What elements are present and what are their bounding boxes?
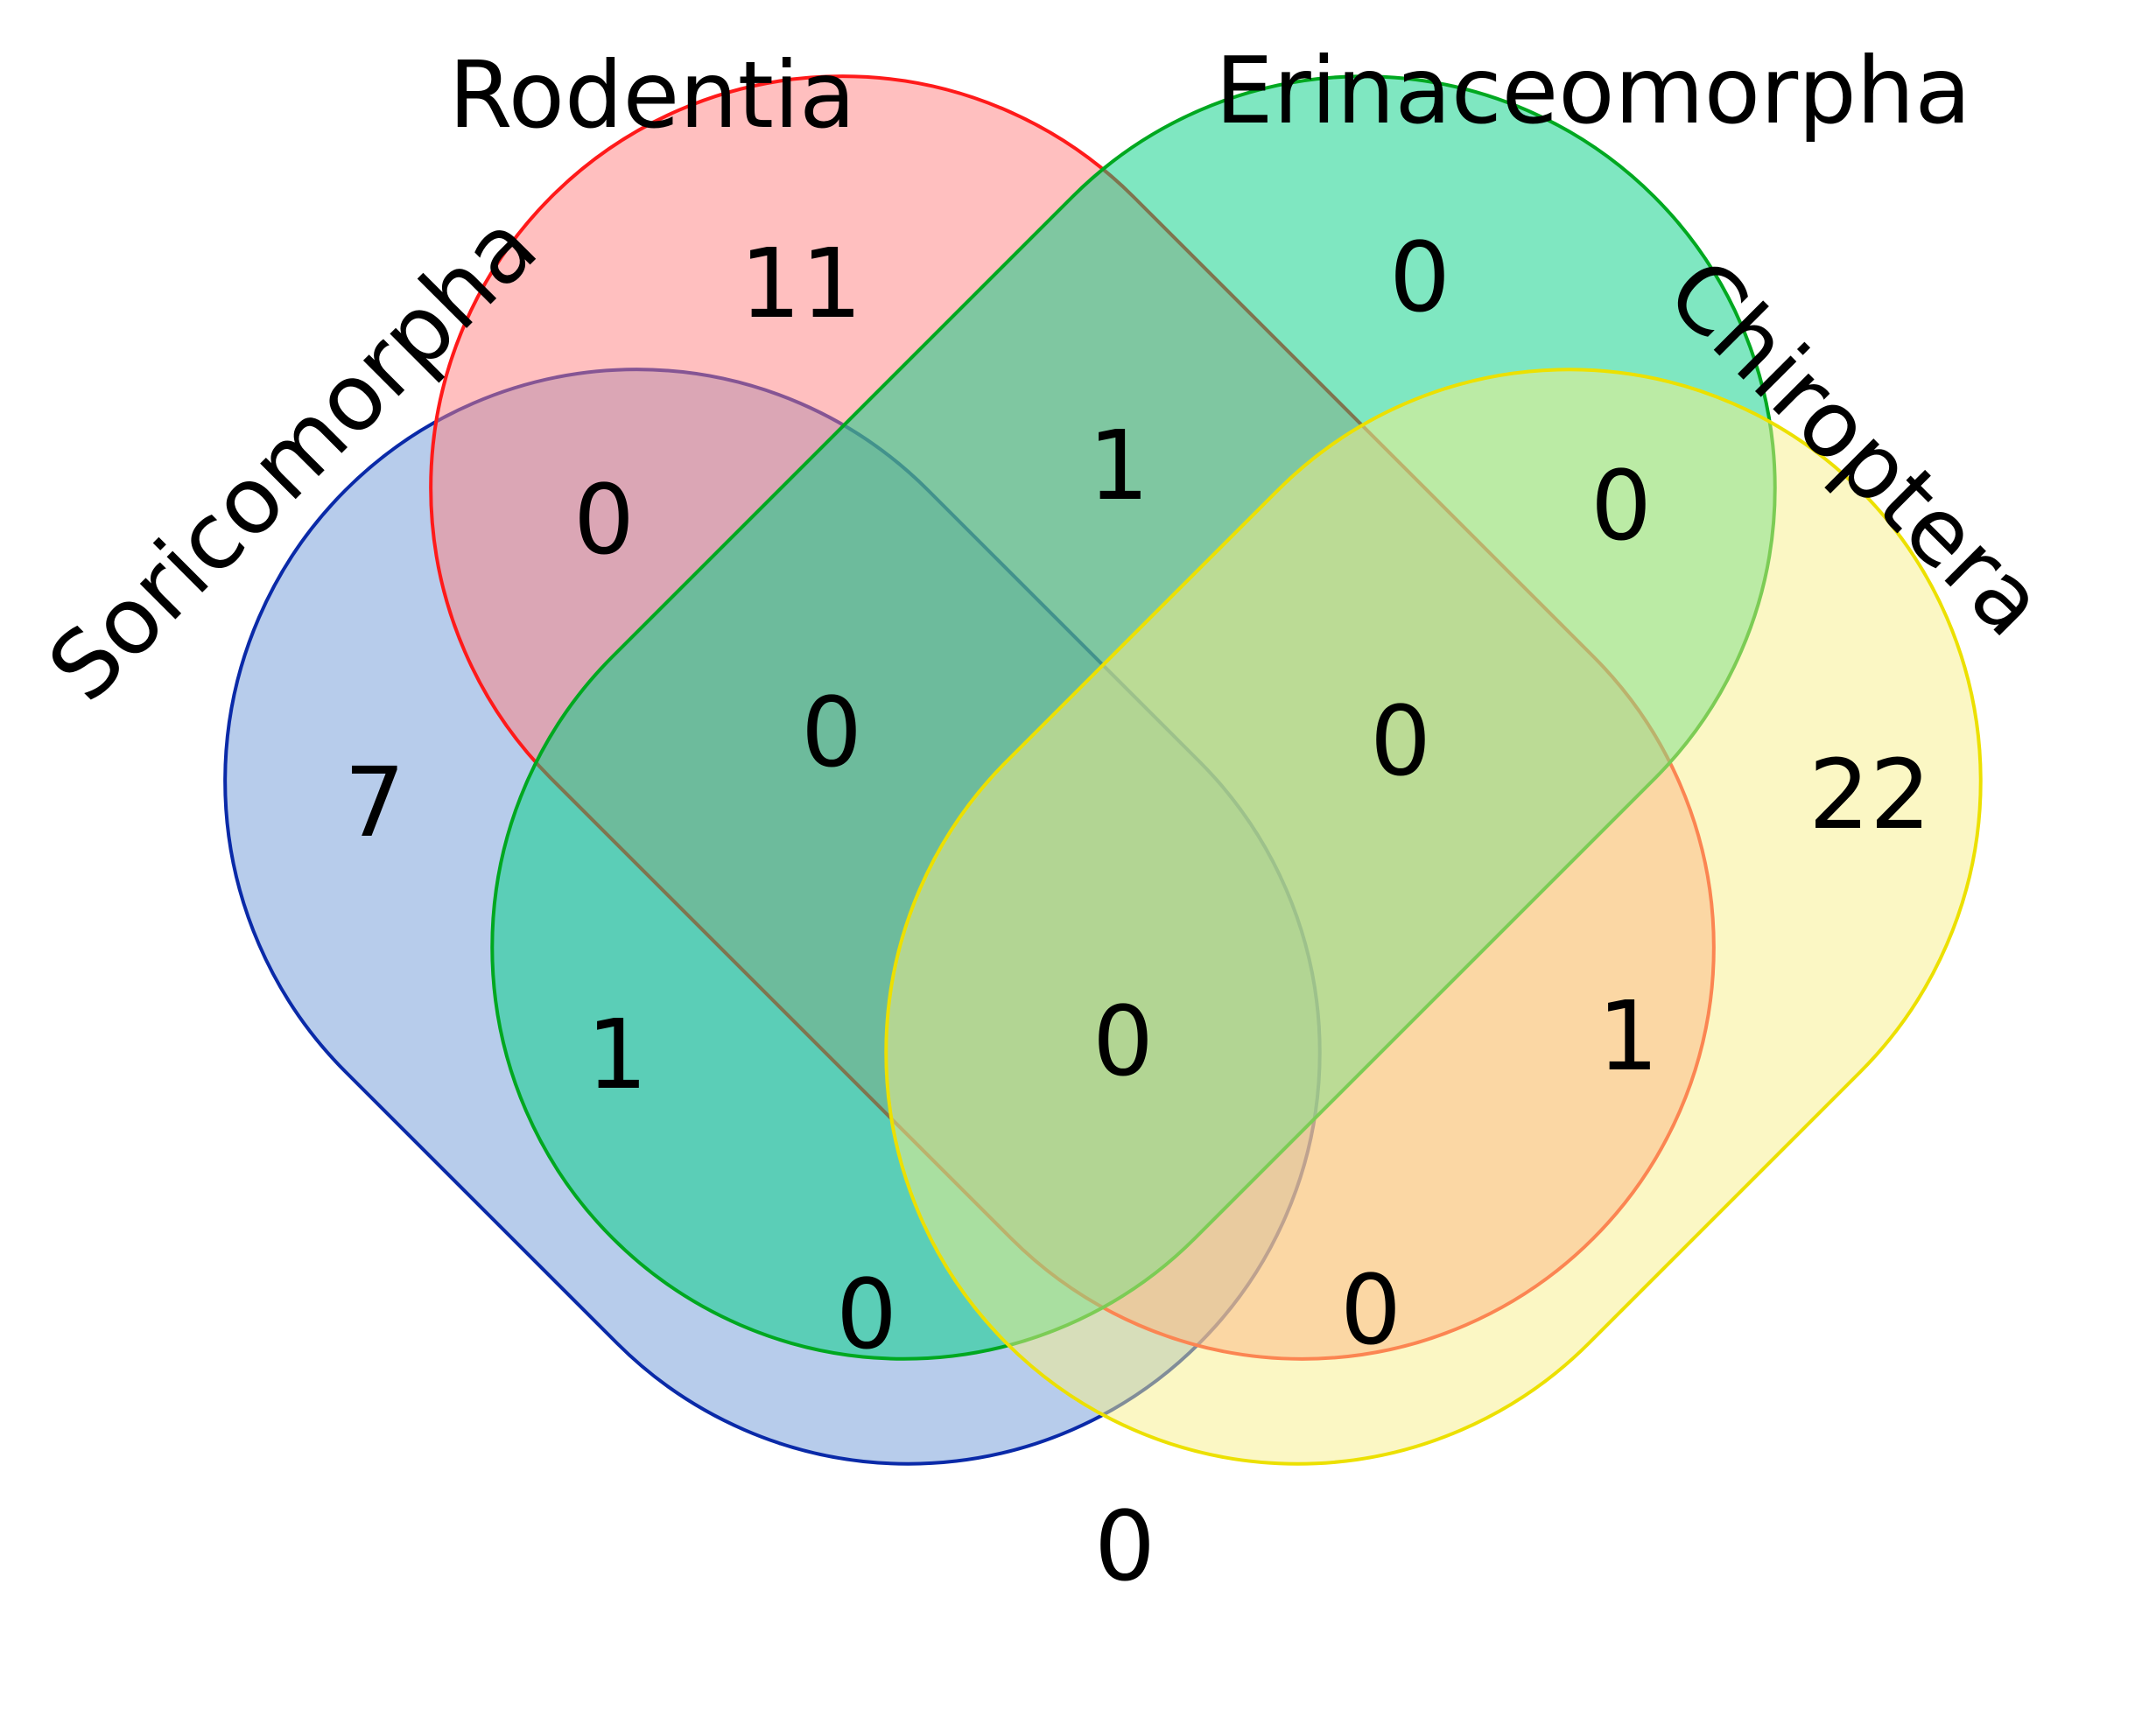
count-all-four: 0: [1092, 985, 1154, 1097]
count-erinaceomorpha-only: 0: [1389, 221, 1450, 333]
set-label-rodentia: Rodentia: [449, 42, 856, 149]
count-soricomorpha-rodentia-erinaceomorpha: 0: [801, 676, 862, 788]
count-chiroptera-only: 22: [1808, 739, 1931, 851]
count-rodentia-erinaceomorpha: 1: [1088, 410, 1149, 522]
count-soricomorpha-erinaceomorpha: 1: [586, 999, 648, 1111]
count-rodentia-chiroptera: 1: [1598, 980, 1659, 1092]
count-erinaceomorpha-chiroptera: 0: [1591, 450, 1652, 562]
count-soricomorpha-chiroptera: 0: [1094, 1490, 1155, 1602]
count-rodentia-only: 11: [740, 228, 862, 340]
set-label-erinaceomorpha: Erinaceomorpha: [1215, 38, 1970, 144]
set-shape-chiroptera: [884, 368, 1983, 1466]
count-soricomorpha-erinaceomorpha-chiroptera: 0: [836, 1258, 897, 1370]
count-soricomorpha-only: 7: [344, 746, 405, 858]
count-soricomorpha-rodentia: 0: [573, 464, 635, 576]
count-rodentia-erinaceomorpha-chiroptera: 0: [1370, 685, 1431, 797]
count-soricomorpha-rodentia-chiroptera: 0: [1340, 1254, 1401, 1366]
